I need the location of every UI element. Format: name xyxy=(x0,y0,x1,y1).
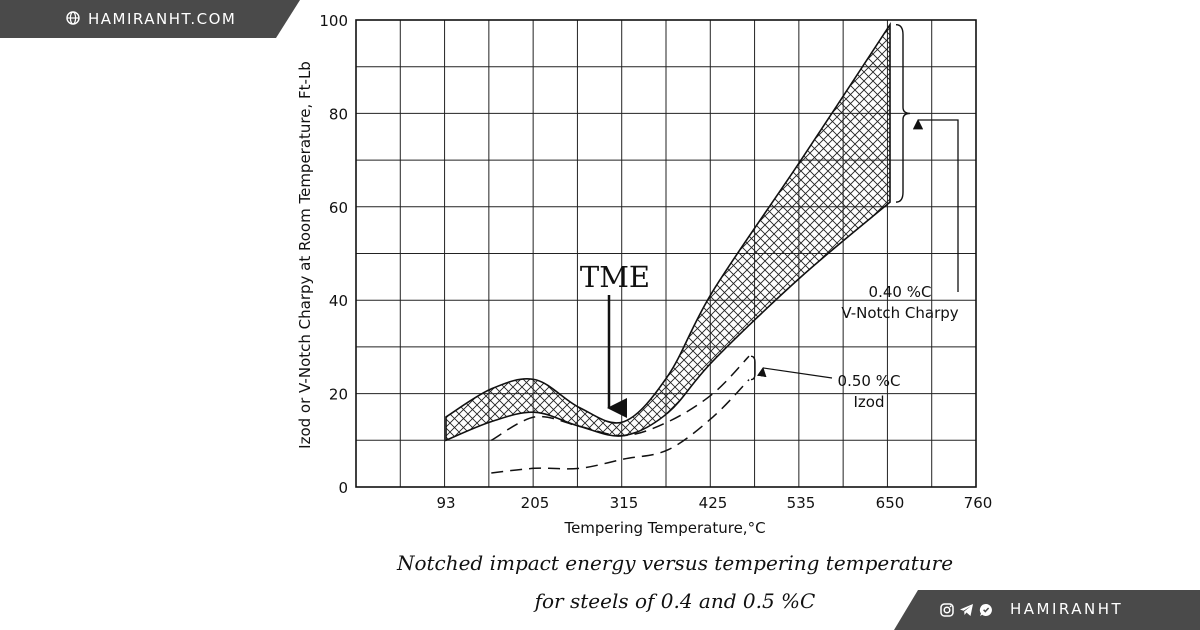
charpy-leader-line xyxy=(912,118,959,292)
charpy-brace xyxy=(895,23,911,203)
izod-series-label: Izod xyxy=(854,393,885,411)
y-tick-label: 80 xyxy=(329,105,348,123)
x-tick-label: 93 xyxy=(436,494,455,512)
x-tick-label: 650 xyxy=(876,494,905,512)
charpy-band xyxy=(445,22,891,442)
izod-upper-curve xyxy=(490,355,750,441)
y-tick-label: 0 xyxy=(338,479,348,497)
charpy-series-label: 0.40 %C xyxy=(869,283,932,301)
social-label: HAMIRANHT xyxy=(1010,600,1124,618)
y-tick-label: 40 xyxy=(329,292,348,310)
x-axis-label: Tempering Temperature,°C xyxy=(563,519,765,537)
x-tick-label: 425 xyxy=(699,494,728,512)
instagram-icon[interactable] xyxy=(940,603,954,617)
x-tick-label: 535 xyxy=(787,494,816,512)
grid xyxy=(355,19,977,488)
charpy-series-label: V-Notch Charpy xyxy=(841,304,958,322)
tme-label: TME xyxy=(580,260,650,294)
caption-line-1: Notched impact energy versus tempering t… xyxy=(396,551,953,575)
y-axis-label: Izod or V-Notch Charpy at Room Temperatu… xyxy=(296,61,314,449)
telegram-icon[interactable] xyxy=(959,603,974,617)
izod-series-label: 0.50 %C xyxy=(838,372,901,390)
social-badge[interactable]: HAMIRANHT xyxy=(894,590,1200,630)
izod-lower-curve xyxy=(491,379,750,474)
y-tick-label: 100 xyxy=(319,12,348,30)
izod-leader-line xyxy=(757,366,833,379)
izod-brace xyxy=(750,355,756,381)
caption-line-2: for steels of 0.4 and 0.5 %C xyxy=(533,589,816,613)
site-label: HAMIRANHT.COM xyxy=(88,10,237,28)
y-tick-label: 60 xyxy=(329,199,348,217)
globe-icon xyxy=(66,11,80,25)
x-tick-label: 205 xyxy=(521,494,550,512)
site-badge[interactable]: HAMIRANHT.COM xyxy=(0,0,300,38)
x-tick-label: 315 xyxy=(610,494,639,512)
plot-frame xyxy=(355,19,977,488)
y-tick-label: 20 xyxy=(329,386,348,404)
whatsapp-icon[interactable] xyxy=(979,603,993,617)
x-tick-label: 760 xyxy=(964,494,993,512)
